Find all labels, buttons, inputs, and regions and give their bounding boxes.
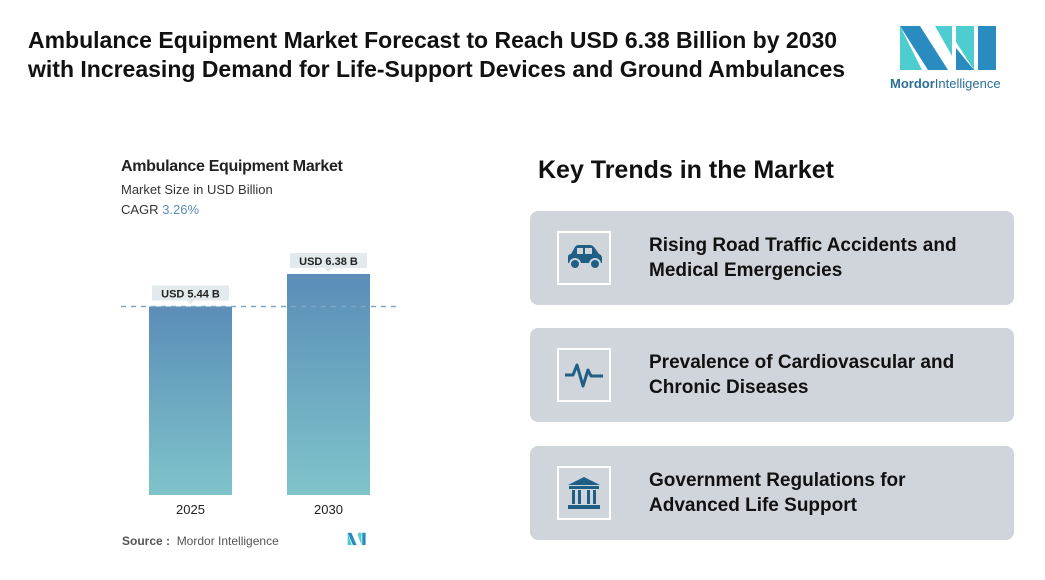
chart-subtitle: Market Size in USD Billion bbox=[121, 182, 273, 197]
chart-cagr: CAGR 3.26% bbox=[121, 202, 200, 217]
logo-text: MordorIntelligence bbox=[890, 76, 1001, 91]
x-tick-label: 2025 bbox=[176, 502, 205, 517]
data-label-bg bbox=[290, 253, 367, 272]
data-label: USD 5.44 B bbox=[161, 289, 220, 301]
trend-card: Prevalence of Cardiovascular and Chronic… bbox=[530, 328, 1014, 422]
government-building-icon bbox=[557, 466, 611, 520]
trend-text: Prevalence of Cardiovascular and Chronic… bbox=[649, 352, 955, 398]
x-tick-label: 2030 bbox=[314, 502, 343, 517]
bar-2030 bbox=[287, 274, 370, 495]
data-label-bg bbox=[152, 285, 229, 305]
chart-title: Ambulance Equipment Market bbox=[121, 158, 343, 175]
page-title: Ambulance Equipment Market Forecast to R… bbox=[28, 27, 846, 82]
mordor-logo bbox=[900, 26, 996, 70]
trend-text: Rising Road Traffic Accidents and Medica… bbox=[649, 235, 957, 281]
heartbeat-icon bbox=[557, 348, 611, 402]
data-label: USD 6.38 B bbox=[299, 256, 358, 268]
key-trends-title: Key Trends in the Market bbox=[538, 156, 834, 184]
bar-chart: USD 5.44 B 2025 USD 6.38 B 2030 bbox=[121, 253, 400, 517]
chart-source: Source : Mordor Intelligence bbox=[122, 534, 279, 548]
car-icon bbox=[557, 231, 611, 285]
mordor-mini-logo bbox=[347, 532, 366, 546]
bar-2025 bbox=[149, 306, 232, 495]
trend-card: Rising Road Traffic Accidents and Medica… bbox=[530, 211, 1014, 305]
trend-text: Government Regulations for Advanced Life… bbox=[649, 470, 906, 516]
trend-card: Government Regulations for Advanced Life… bbox=[530, 446, 1014, 540]
